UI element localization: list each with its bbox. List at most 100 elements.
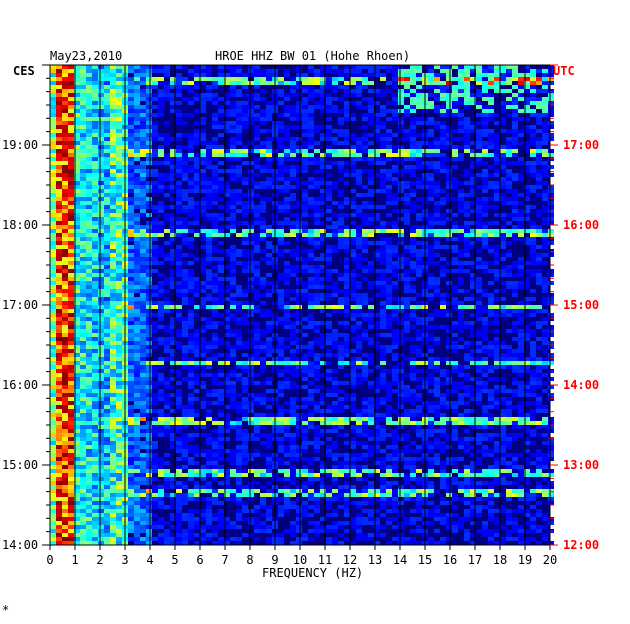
- spectrogram-cell: [140, 69, 146, 73]
- spectrogram-cell: [494, 181, 500, 185]
- spectrogram-cell: [248, 381, 254, 385]
- spectrogram-cell: [248, 149, 254, 153]
- spectrogram-cell: [266, 161, 272, 165]
- spectrogram-cell: [374, 257, 380, 261]
- spectrogram-cell: [458, 145, 464, 149]
- spectrogram-cell: [242, 117, 248, 121]
- spectrogram-cell: [170, 369, 176, 373]
- spectrogram-cell: [92, 309, 98, 313]
- spectrogram-cell: [392, 265, 398, 269]
- spectrogram-cell: [374, 269, 380, 273]
- spectrogram-cell: [266, 129, 272, 133]
- spectrogram-cell: [146, 261, 152, 265]
- spectrogram-cell: [266, 321, 272, 325]
- spectrogram-cell: [488, 77, 494, 81]
- spectrogram-cell: [326, 277, 332, 281]
- spectrogram-cell: [176, 329, 182, 333]
- spectrogram-cell: [338, 305, 344, 309]
- spectrogram-cell: [452, 269, 458, 273]
- spectrogram-cell: [284, 69, 290, 73]
- spectrogram-cell: [68, 249, 74, 253]
- spectrogram-cell: [218, 145, 224, 149]
- spectrogram-cell: [110, 233, 116, 237]
- spectrogram-cell: [194, 173, 200, 177]
- spectrogram-cell: [356, 325, 362, 329]
- spectrogram-cell: [224, 313, 230, 317]
- spectrogram-cell: [266, 149, 272, 153]
- spectrogram-cell: [404, 113, 410, 117]
- spectrogram-cell: [392, 337, 398, 341]
- spectrogram-cell: [464, 101, 470, 105]
- spectrogram-cell: [386, 253, 392, 257]
- spectrogram-cell: [320, 89, 326, 93]
- spectrogram-cell: [512, 325, 518, 329]
- spectrogram-cell: [488, 301, 494, 305]
- spectrogram-cell: [320, 85, 326, 89]
- spectrogram-cell: [392, 209, 398, 213]
- spectrogram-cell: [62, 97, 68, 101]
- spectrogram-cell: [428, 293, 434, 297]
- spectrogram-cell: [524, 69, 530, 73]
- spectrogram-cell: [92, 361, 98, 365]
- spectrogram-cell: [506, 229, 512, 233]
- spectrogram-cell: [194, 277, 200, 281]
- spectrogram-cell: [194, 229, 200, 233]
- spectrogram-cell: [248, 269, 254, 273]
- spectrogram-cell: [458, 289, 464, 293]
- spectrogram-cell: [140, 117, 146, 121]
- spectrogram-cell: [416, 197, 422, 201]
- spectrogram-cell: [314, 237, 320, 241]
- spectrogram-cell: [278, 157, 284, 161]
- spectrogram-cell: [188, 145, 194, 149]
- spectrogram-cell: [404, 357, 410, 361]
- spectrogram-cell: [50, 213, 56, 217]
- spectrogram-cell: [140, 189, 146, 193]
- spectrogram-cell: [56, 341, 62, 345]
- spectrogram-cell: [344, 233, 350, 237]
- spectrogram-cell: [230, 349, 236, 353]
- spectrogram-cell: [488, 97, 494, 101]
- spectrogram-cell: [146, 373, 152, 377]
- spectrogram-cell: [176, 289, 182, 293]
- spectrogram-cell: [452, 137, 458, 141]
- spectrogram-cell: [92, 353, 98, 357]
- spectrogram-cell: [110, 213, 116, 217]
- spectrogram-cell: [50, 157, 56, 161]
- spectrogram-cell: [248, 69, 254, 73]
- spectrogram-cell: [410, 209, 416, 213]
- spectrogram-cell: [512, 353, 518, 357]
- spectrogram-cell: [134, 313, 140, 317]
- spectrogram-cell: [230, 285, 236, 289]
- spectrogram-cell: [464, 121, 470, 125]
- spectrogram-cell: [212, 137, 218, 141]
- spectrogram-cell: [470, 389, 476, 393]
- spectrogram-cell: [200, 101, 206, 105]
- spectrogram-cell: [212, 185, 218, 189]
- spectrogram-cell: [92, 209, 98, 213]
- spectrogram-cell: [440, 257, 446, 261]
- spectrogram-cell: [98, 361, 104, 365]
- spectrogram-cell: [410, 261, 416, 265]
- spectrogram-cell: [206, 229, 212, 233]
- spectrogram-cell: [356, 297, 362, 301]
- spectrogram-cell: [206, 277, 212, 281]
- spectrogram-cell: [392, 229, 398, 233]
- spectrogram-cell: [206, 269, 212, 273]
- spectrogram-cell: [542, 77, 548, 81]
- spectrogram-cell: [446, 133, 452, 137]
- spectrogram-cell: [356, 245, 362, 249]
- spectrogram-cell: [512, 141, 518, 145]
- spectrogram-cell: [146, 365, 152, 369]
- spectrogram-cell: [494, 305, 500, 309]
- spectrogram-cell: [548, 205, 554, 209]
- spectrogram-cell: [374, 345, 380, 349]
- spectrogram-cell: [224, 317, 230, 321]
- spectrogram-cell: [536, 345, 542, 349]
- spectrogram-cell: [458, 281, 464, 285]
- spectrogram-cell: [230, 209, 236, 213]
- spectrogram-cell: [350, 113, 356, 117]
- spectrogram-cell: [80, 361, 86, 365]
- spectrogram-cell: [152, 69, 158, 73]
- spectrogram-cell: [482, 85, 488, 89]
- spectrogram-cell: [476, 365, 482, 369]
